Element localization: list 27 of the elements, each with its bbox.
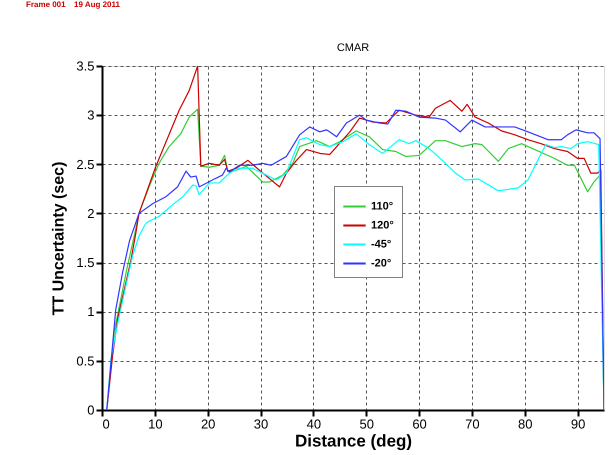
legend-label: 110°	[371, 200, 394, 212]
x-tick-label: 20	[200, 416, 216, 432]
x-tick-label: 0	[102, 416, 110, 432]
x-tick-label: 60	[412, 416, 427, 432]
x-tick-label: 50	[359, 416, 374, 432]
x-tick-label: 70	[465, 416, 480, 432]
x-tick-label: 90	[570, 416, 586, 432]
y-tick-label: 0.5	[76, 353, 94, 368]
x-axis-title: Distance (deg)	[294, 432, 412, 450]
y-tick-label: 3.5	[76, 58, 94, 74]
legend-label: -45°	[371, 238, 392, 250]
y-tick-label: 2.5	[76, 156, 94, 172]
x-tick-label: 40	[306, 416, 322, 432]
y-tick-label: 2	[87, 206, 94, 221]
y-axis-title: TT Uncertainty (sec)	[50, 162, 68, 316]
text: Frame 001	[26, 0, 66, 9]
chart-title: CMAR	[336, 42, 370, 54]
x-tick-label: 10	[148, 416, 163, 432]
text: 19 Aug 2011	[74, 0, 121, 9]
legend-label: 120°	[371, 220, 394, 232]
legend-label: -20°	[371, 258, 392, 270]
x-tick-label: 30	[254, 416, 268, 432]
x-tick-label: 80	[518, 416, 532, 432]
y-tick-label: 1.5	[76, 255, 94, 270]
y-tick-label: 3	[87, 108, 94, 123]
y-tick-label: 0	[87, 402, 94, 418]
y-tick-label: 1	[87, 304, 94, 320]
